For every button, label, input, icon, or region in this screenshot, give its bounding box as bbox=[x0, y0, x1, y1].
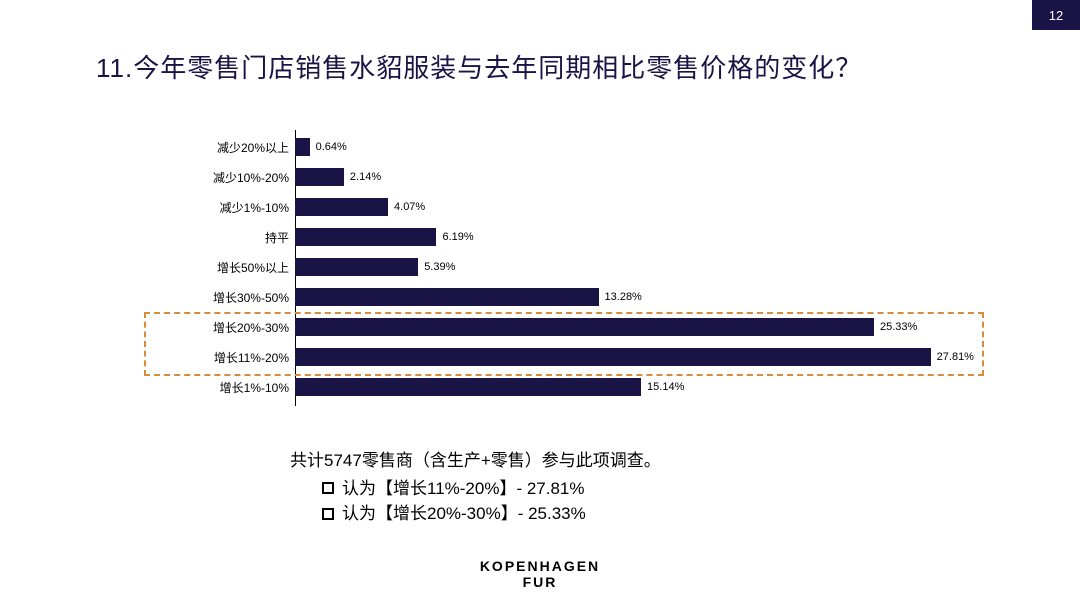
bar bbox=[295, 168, 344, 186]
slide-title: 11.今年零售门店销售水貂服装与去年同期相比零售价格的变化？ bbox=[96, 48, 862, 85]
category-label: 减少10%-20% bbox=[140, 169, 295, 186]
bar-chart: 减少20%以上 0.64% 减少10%-20% 2.14% 减少1%-10% 4.07% 持… bbox=[140, 130, 960, 430]
bar bbox=[295, 348, 931, 366]
chart-row: 增长1%-10% 15.14% bbox=[140, 376, 960, 398]
bullet-row-0: 认为【增长11%-20%】- 27.81% bbox=[322, 476, 850, 502]
value-label: 15.14% bbox=[647, 381, 684, 393]
chart-row: 增长50%以上 5.39% bbox=[140, 256, 960, 278]
category-label: 增长20%-30% bbox=[140, 319, 295, 336]
bar bbox=[295, 258, 418, 276]
chart-row: 增长20%-30% 25.33% bbox=[140, 316, 960, 338]
category-label: 增长1%-10% bbox=[140, 379, 295, 396]
value-label: 2.14% bbox=[350, 171, 381, 183]
page-number: 12 bbox=[1049, 8, 1063, 23]
value-label: 5.39% bbox=[424, 261, 455, 273]
chart-row: 增长11%-20%27.81% bbox=[140, 346, 960, 368]
hollow-square-icon bbox=[322, 508, 334, 520]
category-label: 减少20%以上 bbox=[140, 139, 295, 156]
page-number-badge: 12 bbox=[1032, 0, 1080, 30]
value-label: 27.81% bbox=[937, 351, 974, 363]
brand-line2: FUR bbox=[480, 575, 600, 590]
bullet-row-1: 认为【增长20%-30%】- 25.33% bbox=[322, 501, 850, 527]
bar bbox=[295, 288, 599, 306]
bar bbox=[295, 228, 436, 246]
value-label: 6.19% bbox=[442, 231, 473, 243]
chart-row: 持平 6.19% bbox=[140, 226, 960, 248]
category-label: 持平 bbox=[140, 229, 295, 246]
value-label: 13.28% bbox=[605, 291, 642, 303]
chart-row: 减少10%-20% 2.14% bbox=[140, 166, 960, 188]
value-label: 4.07% bbox=[394, 201, 425, 213]
bar bbox=[295, 378, 641, 396]
chart-row: 减少20%以上 0.64% bbox=[140, 136, 960, 158]
bar bbox=[295, 318, 874, 336]
bullet-text: 认为【增长11%-20%】- 27.81% bbox=[342, 476, 585, 502]
hollow-square-icon bbox=[322, 482, 334, 494]
chart-row: 减少1%-10% 4.07% bbox=[140, 196, 960, 218]
category-label: 减少1%-10% bbox=[140, 199, 295, 216]
bullet-text: 认为【增长20%-30%】- 25.33% bbox=[342, 501, 586, 527]
bar bbox=[295, 138, 310, 156]
category-label: 增长11%-20% bbox=[140, 349, 295, 366]
chart-row: 增长30%-50% 13.28% bbox=[140, 286, 960, 308]
value-label: 0.64% bbox=[316, 141, 347, 153]
brand-line1: KOPENHAGEN bbox=[480, 559, 600, 574]
brand-logo: KOPENHAGEN FUR bbox=[480, 559, 600, 590]
category-label: 增长50%以上 bbox=[140, 259, 295, 276]
bar bbox=[295, 198, 388, 216]
footer-summary: 共计5747零售商（含生产+零售）参与此项调查。 认为【增长11%-20%】- … bbox=[290, 448, 850, 527]
slide: 12 11.今年零售门店销售水貂服装与去年同期相比零售价格的变化？ 减少20%以… bbox=[0, 0, 1080, 608]
summary-line: 共计5747零售商（含生产+零售）参与此项调查。 bbox=[290, 448, 850, 474]
value-label: 25.33% bbox=[880, 321, 917, 333]
category-label: 增长30%-50% bbox=[140, 289, 295, 306]
